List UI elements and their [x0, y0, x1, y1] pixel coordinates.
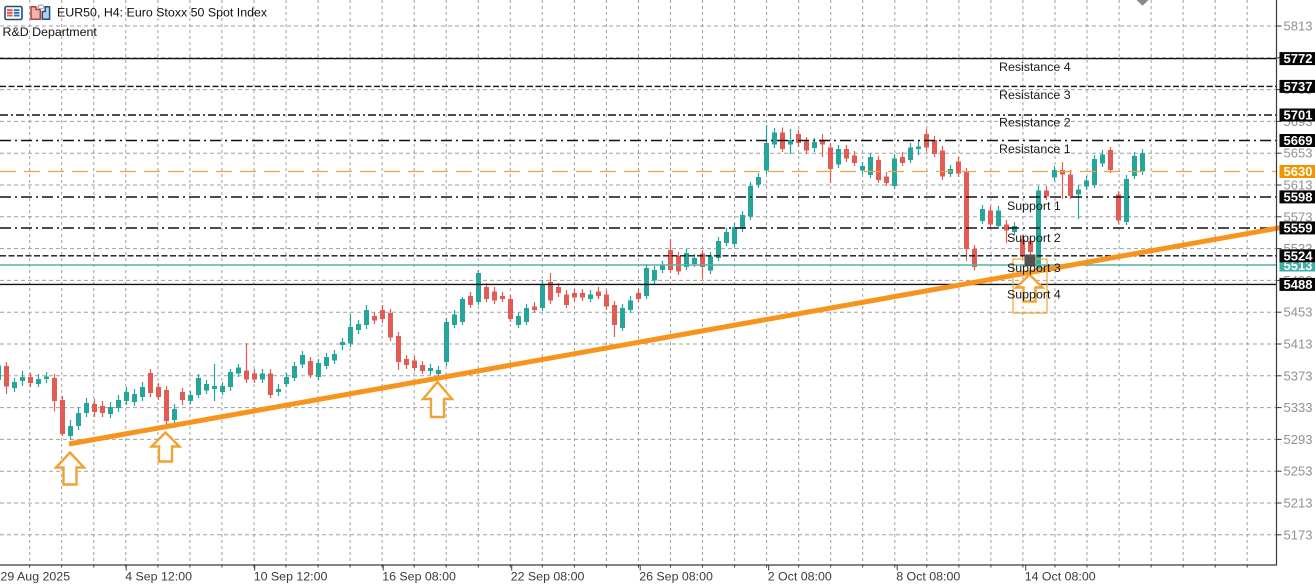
svg-text:8 Oct 08:00: 8 Oct 08:00	[896, 570, 960, 584]
svg-text:5653: 5653	[1284, 146, 1313, 161]
svg-text:5573: 5573	[1284, 209, 1313, 224]
svg-text:5373: 5373	[1284, 368, 1313, 383]
svg-text:22 Sep 08:00: 22 Sep 08:00	[511, 570, 585, 584]
svg-text:14 Oct 08:00: 14 Oct 08:00	[1025, 570, 1096, 584]
svg-text:5559: 5559	[1284, 220, 1313, 235]
svg-text:Resistance 3: Resistance 3	[999, 88, 1071, 102]
svg-text:5253: 5253	[1284, 464, 1313, 479]
svg-text:Support 4: Support 4	[1007, 288, 1061, 302]
svg-text:R&D Department: R&D Department	[3, 25, 98, 39]
svg-text:Support 1: Support 1	[1007, 199, 1061, 213]
svg-text:5598: 5598	[1284, 189, 1313, 204]
svg-text:2 Oct 08:00: 2 Oct 08:00	[768, 570, 832, 584]
svg-text:5813: 5813	[1284, 19, 1313, 34]
svg-text:5173: 5173	[1284, 527, 1313, 542]
svg-text:Resistance 2: Resistance 2	[999, 116, 1071, 130]
svg-text:29 Aug 2025: 29 Aug 2025	[1, 570, 71, 584]
svg-text:5669: 5669	[1284, 133, 1313, 148]
svg-text:Resistance 1: Resistance 1	[999, 142, 1071, 156]
svg-text:Support 2: Support 2	[1007, 231, 1061, 245]
svg-text:5737: 5737	[1284, 79, 1313, 94]
svg-text:10 Sep 12:00: 10 Sep 12:00	[254, 570, 328, 584]
svg-text:5772: 5772	[1284, 51, 1313, 66]
svg-text:EUR50, H4: Euro Stoxx 50 Spot: EUR50, H4: Euro Stoxx 50 Spot Index	[57, 6, 268, 20]
svg-text:4 Sep 12:00: 4 Sep 12:00	[125, 570, 192, 584]
svg-text:Resistance 4: Resistance 4	[999, 60, 1071, 74]
svg-text:5293: 5293	[1284, 432, 1313, 447]
svg-text:5453: 5453	[1284, 305, 1313, 320]
svg-text:5413: 5413	[1284, 337, 1313, 352]
svg-text:5630: 5630	[1284, 164, 1313, 179]
svg-text:26 Sep 08:00: 26 Sep 08:00	[639, 570, 713, 584]
svg-text:5488: 5488	[1284, 277, 1313, 292]
svg-text:Support 3: Support 3	[1007, 261, 1061, 275]
svg-text:5613: 5613	[1284, 178, 1313, 193]
svg-text:5524: 5524	[1284, 248, 1314, 263]
svg-text:16 Sep 08:00: 16 Sep 08:00	[382, 570, 456, 584]
svg-text:5213: 5213	[1284, 496, 1313, 511]
svg-text:5333: 5333	[1284, 400, 1313, 415]
svg-text:5701: 5701	[1284, 108, 1313, 123]
